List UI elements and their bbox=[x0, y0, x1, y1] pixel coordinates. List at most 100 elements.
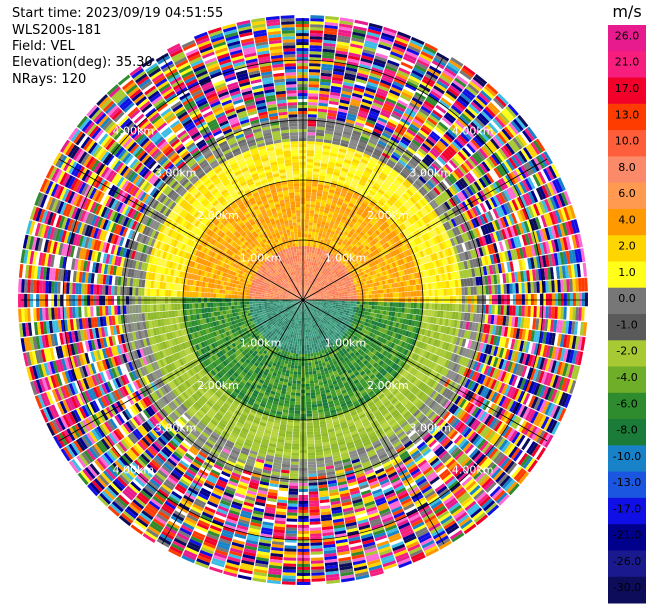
velocity-gate bbox=[410, 285, 414, 292]
velocity-gate bbox=[356, 292, 360, 296]
velocity-gate bbox=[319, 276, 323, 280]
velocity-gate bbox=[320, 78, 332, 83]
velocity-gate bbox=[423, 75, 436, 85]
velocity-gate bbox=[478, 92, 491, 104]
velocity-gate bbox=[393, 202, 401, 209]
velocity-gate bbox=[352, 287, 357, 291]
velocity-gate bbox=[309, 277, 311, 281]
velocity-gate bbox=[360, 136, 369, 142]
velocity-gate bbox=[321, 218, 327, 223]
velocity-gate bbox=[469, 81, 482, 92]
velocity-gate bbox=[521, 294, 525, 305]
velocity-gate bbox=[394, 211, 401, 218]
velocity-gate bbox=[377, 117, 388, 124]
velocity-gate bbox=[365, 308, 369, 312]
velocity-gate bbox=[306, 273, 308, 277]
velocity-gate bbox=[306, 289, 309, 293]
velocity-gate bbox=[295, 24, 310, 28]
velocity-gate bbox=[362, 130, 372, 137]
velocity-gate bbox=[332, 235, 338, 240]
velocity-gate bbox=[306, 270, 309, 274]
velocity-gate bbox=[297, 72, 308, 76]
velocity-gate bbox=[309, 42, 323, 46]
velocity-gate bbox=[330, 265, 334, 270]
velocity-gate bbox=[453, 169, 462, 179]
velocity-gate bbox=[309, 36, 323, 40]
velocity-gate bbox=[346, 205, 353, 211]
velocity-gate bbox=[410, 302, 414, 309]
velocity-gate bbox=[390, 86, 402, 94]
velocity-gate bbox=[404, 286, 408, 292]
velocity-gate bbox=[416, 165, 425, 174]
velocity-gate bbox=[359, 161, 367, 168]
velocity-gate bbox=[452, 80, 465, 90]
velocity-gate bbox=[348, 107, 359, 113]
velocity-gate bbox=[308, 283, 311, 287]
velocity-gate bbox=[297, 98, 308, 103]
velocity-gate bbox=[336, 258, 340, 263]
velocity-gate bbox=[332, 297, 336, 300]
velocity-gate bbox=[308, 228, 313, 232]
velocity-gate bbox=[319, 242, 323, 247]
velocity-gate bbox=[327, 239, 332, 243]
velocity-gate bbox=[447, 109, 459, 120]
velocity-gate bbox=[359, 60, 372, 67]
velocity-gate bbox=[405, 210, 413, 218]
velocity-gate bbox=[371, 301, 375, 306]
velocity-gate bbox=[417, 200, 424, 209]
velocity-gate bbox=[321, 282, 325, 286]
velocity-gate bbox=[462, 110, 474, 121]
velocity-gate bbox=[412, 182, 420, 191]
velocity-gate bbox=[329, 233, 334, 238]
velocity-gate bbox=[407, 208, 415, 216]
velocity-gate bbox=[317, 220, 322, 225]
velocity-gate bbox=[437, 303, 441, 311]
velocity-gate bbox=[323, 139, 332, 144]
velocity-gate bbox=[334, 261, 338, 265]
velocity-gate bbox=[566, 293, 570, 306]
velocity-gate bbox=[392, 287, 396, 293]
velocity-gate bbox=[335, 295, 339, 298]
velocity-gate bbox=[379, 225, 385, 232]
velocity-gate bbox=[303, 284, 305, 288]
velocity-gate bbox=[306, 147, 315, 151]
velocity-gate bbox=[338, 198, 344, 203]
velocity-gate bbox=[364, 288, 369, 292]
velocity-gate bbox=[346, 64, 358, 70]
velocity-gate bbox=[347, 301, 351, 304]
velocity-gate bbox=[416, 284, 420, 291]
velocity-gate bbox=[321, 300, 324, 302]
velocity-gate bbox=[313, 219, 318, 224]
velocity-gate bbox=[364, 208, 371, 214]
velocity-gate bbox=[367, 116, 377, 123]
velocity-gate bbox=[388, 92, 399, 100]
velocity-gate bbox=[329, 297, 333, 300]
velocity-gate bbox=[328, 106, 338, 112]
velocity-gate bbox=[309, 287, 313, 291]
velocity-gate bbox=[314, 213, 319, 218]
velocity-gate bbox=[320, 75, 332, 80]
velocity-gate bbox=[395, 302, 399, 308]
velocity-gate bbox=[353, 306, 357, 310]
velocity-gate bbox=[334, 270, 339, 275]
velocity-gate bbox=[428, 309, 432, 317]
velocity-gate bbox=[334, 59, 347, 64]
velocity-gate bbox=[308, 267, 311, 271]
velocity-gate bbox=[342, 164, 350, 170]
velocity-gate bbox=[312, 290, 315, 293]
velocity-gate bbox=[353, 175, 361, 181]
velocity-gate bbox=[359, 215, 365, 222]
velocity-gate bbox=[309, 283, 312, 287]
velocity-gate bbox=[398, 287, 402, 293]
velocity-gate bbox=[356, 228, 362, 234]
velocity-gate bbox=[303, 294, 305, 298]
velocity-gate bbox=[404, 291, 408, 297]
velocity-gate bbox=[509, 283, 513, 294]
velocity-gate bbox=[346, 240, 352, 246]
velocity-gate bbox=[315, 132, 325, 137]
velocity-gate bbox=[494, 305, 498, 315]
velocity-gate bbox=[308, 90, 319, 94]
velocity-gate bbox=[352, 130, 362, 136]
velocity-gate bbox=[330, 149, 339, 154]
velocity-gate bbox=[350, 303, 354, 307]
